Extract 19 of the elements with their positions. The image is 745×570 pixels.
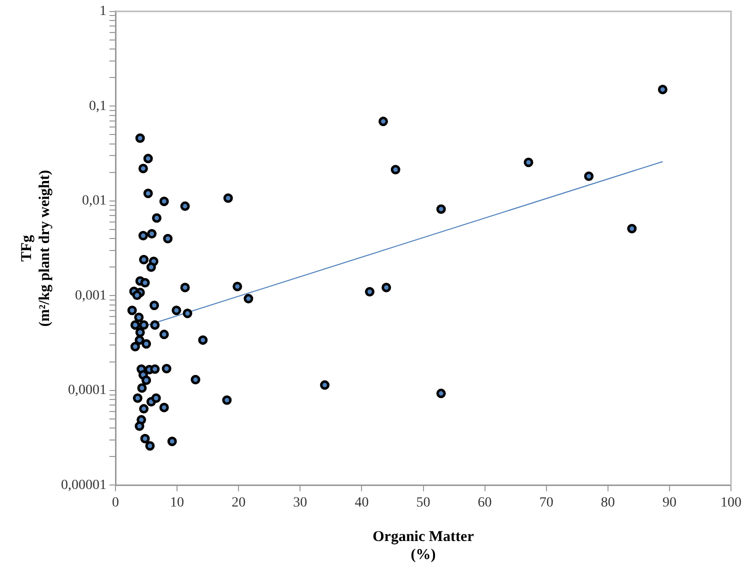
x-tick-label: 60 bbox=[478, 495, 492, 510]
y-tick-label: 0,0001 bbox=[68, 383, 106, 398]
x-tick-label: 10 bbox=[170, 495, 184, 510]
x-tick-label: 100 bbox=[720, 495, 742, 510]
y-tick-label: 0,00001 bbox=[61, 478, 106, 493]
x-tick-label: 50 bbox=[416, 495, 430, 510]
x-tick-label: 90 bbox=[662, 495, 676, 510]
y-tick-label: 0,001 bbox=[75, 288, 106, 304]
x-tick-label: 30 bbox=[293, 495, 308, 510]
x-tick-label: 0 bbox=[112, 495, 119, 510]
y-axis-title: TFg (m²/kg plant dry weight) bbox=[18, 170, 53, 327]
x-tick-label: 70 bbox=[539, 495, 554, 510]
y-tick-label: 0,1 bbox=[89, 98, 106, 114]
x-tick-label: 20 bbox=[232, 495, 246, 510]
y-tick-label: 1 bbox=[100, 4, 106, 20]
x-tick-label: 40 bbox=[354, 495, 369, 510]
x-axis-title: Organic Matter (%) bbox=[372, 528, 474, 563]
x-tick-label: 80 bbox=[600, 495, 615, 510]
y-tick-label: 0,01 bbox=[82, 194, 106, 209]
